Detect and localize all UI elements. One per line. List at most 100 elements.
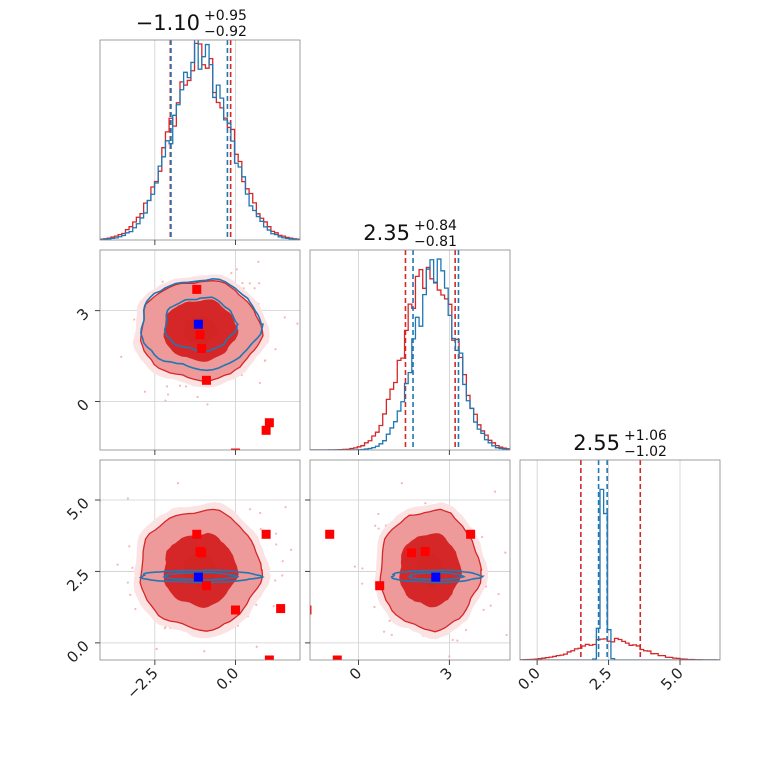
x-tick-label-1-1: 3: [437, 664, 456, 683]
scatter-dot: [203, 650, 206, 653]
scatter-dot: [259, 527, 262, 531]
hist-series-0: [100, 42, 300, 240]
scatter-dot: [489, 604, 492, 607]
scatter-dot: [361, 567, 364, 570]
red-marker-6: [332, 655, 342, 660]
panel-1-0: 03: [73, 249, 301, 455]
title-param-0: −1.10: [136, 11, 200, 35]
hist-series-1: [100, 40, 300, 240]
panel-frame: [99, 39, 301, 241]
scatter-dot: [274, 532, 278, 535]
scatter-dot: [289, 548, 293, 551]
scatter-dot: [131, 566, 134, 569]
blue-contour-outer: [390, 569, 485, 584]
red-marker-4: [230, 605, 240, 615]
panel-1-1: [309, 249, 511, 455]
scatter-dot: [361, 582, 364, 585]
hist-series-0: [310, 266, 510, 450]
red-marker-2: [197, 548, 207, 558]
scatter-dot: [133, 318, 136, 321]
scatter-dot: [388, 619, 391, 622]
scatter-dot: [410, 724, 412, 726]
red-marker-6: [264, 418, 274, 428]
scatter-dot: [206, 403, 209, 406]
blue-contour-outer: [140, 277, 264, 372]
scatter-dot: [163, 627, 166, 630]
panel-content: [520, 460, 720, 660]
title-param-0-plus: +0.95: [204, 8, 247, 24]
scatter-dot: [493, 490, 497, 493]
panel-content: [120, 260, 299, 450]
scatter-dot: [390, 633, 393, 636]
red-marker-7: [276, 604, 286, 614]
scatter-dot: [464, 628, 468, 632]
panel-content: [100, 482, 293, 673]
scatter-dot: [353, 565, 356, 568]
scatter-dot: [373, 605, 376, 609]
red-marker-1: [420, 546, 430, 556]
title-param-0-minus: −0.92: [204, 24, 247, 40]
scatter-dot: [281, 560, 284, 563]
blue-contour-inner: [407, 571, 466, 581]
scatter-dot: [424, 502, 427, 505]
y-tick-label-2-1: 2.5: [63, 566, 93, 596]
y-tick-label-2-0: 0.0: [63, 637, 93, 667]
red-marker-5: [325, 529, 335, 539]
panel-titles: −1.10 +0.95 −0.92 2.35 +0.84 −0.81 2.55 …: [136, 8, 667, 460]
scatter-dot: [116, 563, 119, 566]
scatter-dot: [283, 316, 286, 319]
title-param-2-minus: −1.02: [624, 444, 667, 460]
scatter-dot: [374, 524, 377, 527]
scatter-dot: [377, 512, 380, 516]
scatter-dot: [176, 482, 180, 485]
scatter-dot: [255, 645, 258, 648]
panel-content: [310, 250, 510, 450]
panel-2-2: 0.0 2.5 5.0: [514, 459, 721, 694]
red-marker-3: [201, 375, 211, 385]
scatter-dot: [196, 395, 199, 399]
scatter-dot: [258, 381, 261, 385]
scatter-dot: [456, 639, 459, 642]
y-tick-label-2-2: 5.0: [63, 494, 93, 524]
scatter-dot: [255, 603, 258, 606]
scatter-dot: [268, 671, 270, 673]
scatter-dot: [281, 574, 284, 577]
panel-content: [296, 482, 508, 726]
scatter-dot: [400, 482, 403, 485]
scatter-dot: [377, 527, 380, 530]
red-marker-3: [375, 581, 385, 591]
scatter-dot: [258, 282, 261, 285]
scatter-dot: [275, 543, 278, 546]
title-param-2-plus: +1.06: [624, 428, 667, 444]
scatter-dot: [129, 593, 132, 596]
scatter-dot: [166, 393, 170, 396]
red-marker-5: [261, 425, 271, 435]
red-marker-4: [230, 448, 240, 450]
blue-marker-0: [431, 572, 441, 582]
blue-contour-inner: [161, 571, 240, 581]
scatter-dot: [481, 535, 484, 539]
x-tick-label-0-1: 0.0: [213, 664, 243, 694]
x-tick-label-0-0: −2.5: [123, 664, 161, 702]
red-marker-7: [296, 604, 305, 613]
hist-series-1: [310, 258, 510, 450]
panel-frame: [309, 249, 511, 451]
title-param-2: 2.55: [573, 431, 620, 455]
panels: 03−2.5 0.00.02.55.00 3 0.0 2.5 5.0: [63, 39, 721, 726]
x-tick-label-2-0: 0.0: [514, 664, 544, 694]
scatter-dot: [448, 655, 451, 658]
scatter-dot: [230, 272, 233, 275]
scatter-dot: [382, 630, 386, 633]
scatter-dot: [143, 390, 147, 393]
blue-contour-outer: [138, 569, 265, 584]
title-param-1-plus: +0.84: [414, 218, 457, 234]
y-tick-label-1-0: 0: [73, 396, 92, 415]
red-marker-0: [192, 529, 202, 539]
hist-series-0: [520, 637, 720, 660]
hist-series-1: [520, 488, 720, 660]
panel-frame: [99, 459, 301, 661]
scatter-dot: [120, 355, 123, 358]
scatter-dot: [155, 647, 158, 651]
